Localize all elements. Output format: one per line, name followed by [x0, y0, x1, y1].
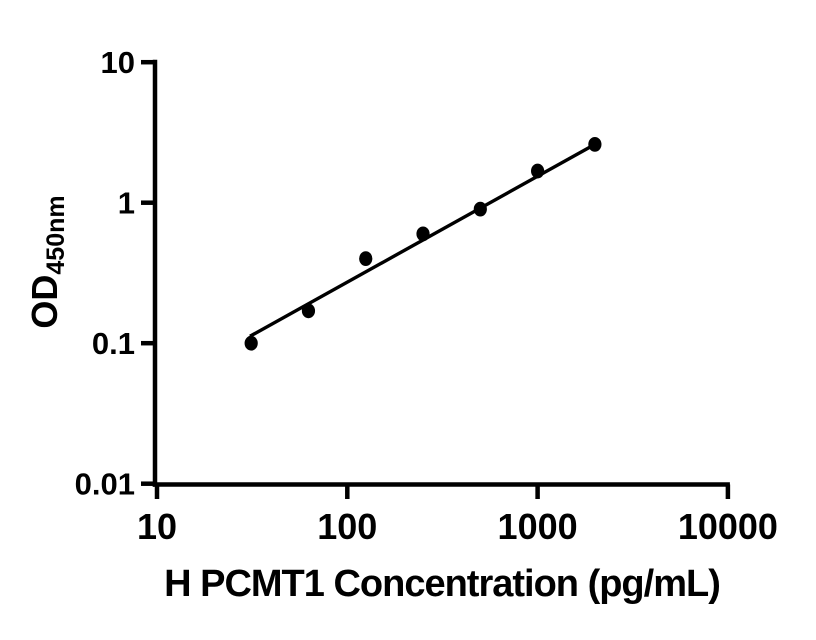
y-axis-title-sub: 450nm [42, 195, 70, 274]
x-tick-label: 100 [317, 506, 377, 547]
y-tick-label: 1 [118, 186, 135, 221]
x-tick-label: 10 [137, 506, 177, 547]
data-point [531, 163, 545, 179]
x-axis-title: H PCMT1 Concentration (pg/mL) [164, 563, 720, 605]
data-point [473, 201, 487, 217]
y-tick-label: 10 [101, 45, 135, 80]
data-point [416, 226, 430, 242]
data-point [244, 335, 258, 351]
axes-layer [141, 59, 731, 499]
x-tick-label: 10000 [678, 506, 778, 547]
data-layer [244, 136, 602, 351]
data-point [301, 303, 316, 319]
y-axis-title-main: OD [24, 275, 65, 329]
y-axis-title: OD450nm [24, 195, 70, 328]
data-point [588, 136, 602, 152]
y-tick-label: 0.01 [75, 467, 135, 502]
data-point [359, 251, 373, 267]
x-tick-label: 1000 [498, 506, 578, 547]
y-tick-label: 0.1 [92, 326, 135, 361]
